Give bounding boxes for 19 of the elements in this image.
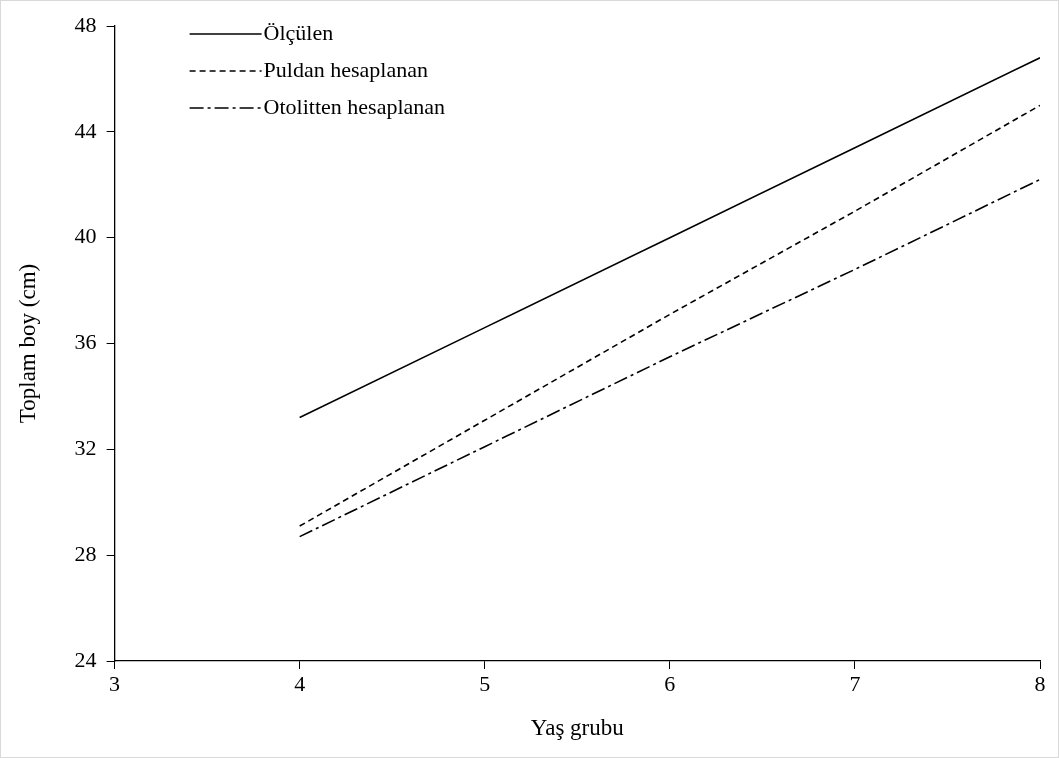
y-tick-label: 36	[74, 329, 97, 355]
y-tick-label: 40	[74, 223, 97, 249]
x-tick-label: 5	[479, 670, 491, 696]
y-tick-label: 44	[74, 117, 97, 143]
x-axis-title: Yaş grubu	[530, 715, 625, 741]
y-axis-title: Toplam boy (cm)	[14, 263, 40, 424]
line-series	[298, 178, 1040, 538]
legend-label: Ölçülen	[263, 19, 334, 45]
legend-label: Puldan hesaplanan	[263, 56, 428, 82]
legend-label: Otolitten hesaplanan	[263, 93, 446, 119]
x-tick-label: 7	[849, 670, 861, 696]
y-tick-label: 24	[74, 646, 97, 672]
x-tick-label: 3	[109, 670, 121, 696]
x-tick-label: 6	[664, 670, 676, 696]
x-tick-label: 4	[294, 670, 306, 696]
x-tick-label: 8	[1034, 670, 1046, 696]
y-tick-label: 32	[74, 435, 97, 461]
y-tick-label: 28	[74, 540, 97, 566]
y-tick-label: 48	[74, 11, 97, 37]
